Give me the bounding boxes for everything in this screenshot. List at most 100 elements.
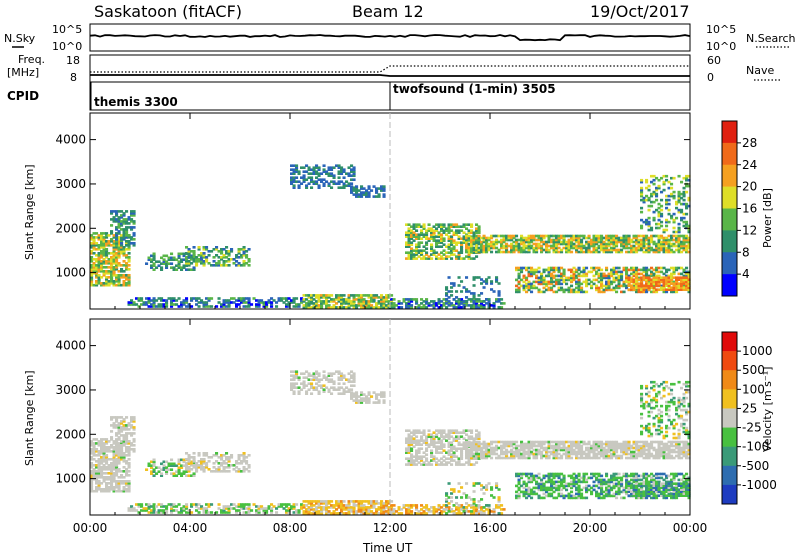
power-cell (465, 246, 469, 250)
velocity-cell (357, 399, 361, 402)
power-cell (437, 233, 441, 236)
power-cell (602, 276, 606, 280)
power-cell (397, 306, 401, 309)
power-cell (675, 200, 679, 204)
power-cell (195, 258, 199, 261)
velocity-cell (317, 506, 321, 509)
power-cell (680, 242, 684, 246)
velocity-cell (365, 401, 369, 404)
power-cell (425, 253, 429, 256)
power-cell (532, 246, 536, 250)
power-cell (107, 244, 111, 247)
power-cell (100, 264, 104, 267)
velocity-cell (455, 455, 459, 458)
power-cell (115, 220, 119, 223)
power-cell (482, 240, 486, 244)
power-cell (672, 234, 676, 238)
power-cell (385, 300, 389, 303)
power-cell (607, 280, 611, 284)
power-cell (632, 274, 636, 278)
power-cell (627, 242, 631, 246)
power-cell (167, 258, 171, 261)
velocity-cell (112, 440, 116, 443)
power-cell (495, 250, 499, 254)
power-cell (422, 257, 426, 260)
power-cell (522, 286, 526, 290)
velocity-cell (277, 505, 281, 508)
power-cell (675, 240, 679, 244)
power-cell (107, 266, 111, 269)
power-cell (570, 244, 574, 248)
power-cell (612, 286, 616, 290)
power-cell (452, 253, 456, 256)
velocity-cell (165, 468, 169, 471)
velocity-cell (192, 472, 196, 475)
velocity-cell (425, 437, 429, 440)
velocity-cell (182, 460, 186, 464)
power-cell (102, 274, 106, 277)
velocity-cell (262, 511, 266, 514)
power-cell (452, 284, 456, 287)
power-cell (530, 240, 534, 244)
power-cell (610, 288, 614, 292)
velocity-cell (200, 468, 204, 471)
velocity-cell (447, 449, 451, 452)
power-cell (330, 174, 334, 177)
velocity-cell (150, 472, 154, 475)
power-cell (307, 294, 311, 297)
power-cell (192, 266, 196, 269)
power-cell (337, 294, 341, 297)
power-cell (352, 300, 356, 303)
velocity-cell (455, 439, 459, 442)
power-cell (517, 246, 521, 250)
power-cell (580, 248, 584, 252)
power-cell (445, 227, 449, 230)
power-cell (240, 301, 244, 304)
velocity-cell (212, 470, 216, 473)
colorbar-segment (722, 142, 737, 166)
power-cell (685, 284, 689, 287)
power-cell (642, 290, 646, 294)
power-cell (460, 300, 464, 303)
power-cell (460, 229, 464, 232)
velocity-cell (412, 459, 416, 462)
velocity-cell (390, 508, 394, 511)
velocity-cell (200, 460, 204, 463)
velocity-cell (382, 510, 386, 513)
power-cell (117, 278, 121, 281)
velocity-cell (117, 468, 121, 471)
velocity-cell (430, 437, 434, 440)
velocity-cell (362, 508, 366, 511)
power-cell (347, 294, 351, 297)
velocity-cell (90, 478, 94, 481)
power-cell (487, 304, 491, 307)
power-cell (652, 268, 656, 272)
power-cell (640, 180, 644, 184)
power-cell (685, 248, 689, 252)
power-cell (615, 290, 619, 294)
power-cell (225, 256, 229, 259)
power-cell (652, 288, 656, 291)
power-cell (430, 235, 434, 238)
velocity-cell (460, 453, 464, 456)
velocity-cell (330, 380, 334, 383)
power-cell (427, 227, 431, 230)
power-cell (587, 236, 591, 240)
power-cell (625, 278, 629, 282)
velocity-cell (407, 506, 411, 509)
power-cell (162, 299, 166, 302)
power-cell (320, 178, 324, 181)
velocity-cell (112, 416, 116, 419)
power-cell (122, 222, 126, 225)
power-cell (572, 276, 576, 280)
velocity-cell (425, 512, 429, 515)
power-cell (447, 243, 451, 246)
velocity-cell (380, 395, 384, 398)
velocity-cell (157, 470, 161, 473)
velocity-cell (237, 509, 241, 512)
velocity-cell (105, 446, 109, 449)
power-cell (150, 258, 154, 261)
power-cell (662, 228, 666, 232)
power-cell (472, 292, 476, 295)
power-cell (637, 284, 641, 287)
